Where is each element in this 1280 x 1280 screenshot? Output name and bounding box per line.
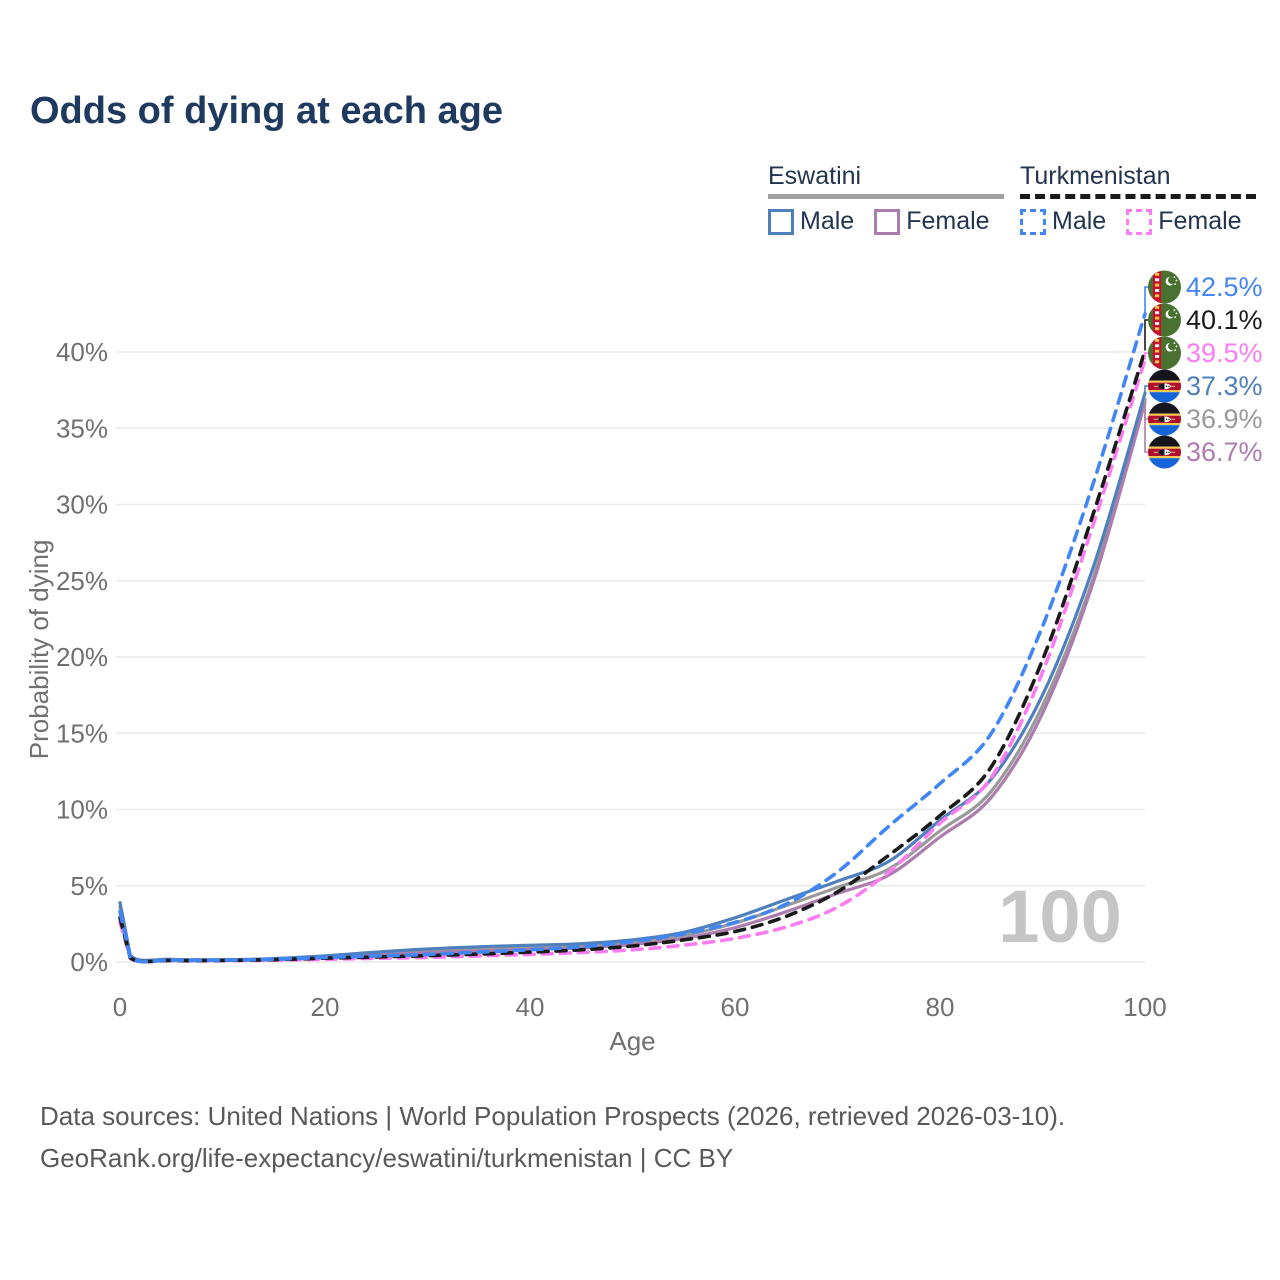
legend-eswatini-underline [768,194,1004,199]
end-label-connector [1144,286,1149,314]
y-tick-label: 25% [56,566,108,596]
end-label-turkmenistan-female[interactable]: 39.5% [1186,338,1263,368]
eswatini-flag-icon [1148,436,1181,469]
page-title: Odds of dying at each age [30,90,503,132]
end-label-turkmenistan-both[interactable]: 40.1% [1186,305,1263,335]
end-label-connector [1144,402,1149,453]
turkmenistan-female-label[interactable]: Female [1158,207,1242,235]
gridlines [116,351,1145,963]
turkmenistan-female-swatch-icon[interactable] [1126,208,1153,235]
footer-data-sources: Data sources: United Nations | World Pop… [40,1101,1066,1131]
end-label-eswatini-male[interactable]: 37.3% [1186,371,1263,401]
x-tick-label: 80 [926,992,955,1022]
end-label-eswatini-both[interactable]: 36.9% [1186,404,1263,434]
series-line-eswatini-female[interactable] [118,400,1147,963]
y-tick-label: 30% [56,490,108,520]
eswatini-female-label[interactable]: Female [906,207,990,235]
y-tick-label: 15% [56,718,108,748]
x-tick-label: 60 [721,992,750,1022]
x-axis-title: Age [609,1026,655,1056]
end-label-connector [1144,385,1149,394]
turkmenistan-male-swatch-icon[interactable] [1020,208,1046,235]
legend-eswatini-title[interactable]: Eswatini [768,162,862,190]
end-label-connector [1144,319,1149,351]
turkmenistan-flag-icon [1148,271,1181,304]
y-tick-label: 40% [56,337,108,367]
eswatini-flag-icon [1148,370,1181,403]
end-label-connector [1144,352,1149,360]
footer-attribution: GeoRank.org/life-expectancy/eswatini/tur… [40,1143,734,1173]
turkmenistan-flag-icon [1148,304,1181,337]
turkmenistan-flag-icon [1148,337,1181,370]
x-tick-label: 100 [1123,992,1166,1022]
legend-turkmenistan: Turkmenistan Male Female [1020,162,1256,236]
legend-eswatini: Eswatini Male Female [768,162,1004,236]
series-line-turkmenistan-male[interactable] [118,312,1147,964]
eswatini-male-swatch-icon[interactable] [768,208,794,235]
y-tick-label: 35% [56,413,108,443]
eswatini-female-swatch-icon[interactable] [874,208,901,235]
x-tick-label: 20 [311,992,340,1022]
legend-turkmenistan-underline [1020,194,1256,199]
y-tick-label: 20% [56,642,108,672]
series-line-eswatini-both[interactable] [118,397,1147,963]
y-tick-label: 5% [70,871,108,901]
eswatini-flag-icon [1148,403,1181,436]
series-lines [118,312,1147,964]
end-label-eswatini-female[interactable]: 36.7% [1186,437,1263,467]
series-line-turkmenistan-both[interactable] [118,348,1147,964]
turkmenistan-male-label[interactable]: Male [1052,207,1107,235]
y-tick-label: 0% [70,947,108,977]
end-label-turkmenistan-male[interactable]: 42.5% [1186,272,1263,302]
eswatini-male-label[interactable]: Male [800,207,855,235]
end-labels: 42.5%40.1%39.5%37.3%36.9%36.7% [1144,271,1263,469]
x-tick-label: 40 [516,992,545,1022]
x-tick-label: 0 [113,992,127,1022]
legend-turkmenistan-title[interactable]: Turkmenistan [1020,162,1171,190]
y-tick-label: 10% [56,795,108,825]
watermark-100: 100 [998,875,1121,958]
series-line-eswatini-male[interactable] [118,391,1147,963]
series-line-turkmenistan-female[interactable] [118,357,1147,964]
axis-labels: 0% 5% 10% 15% 20% 25% 30% 35% 40% 0 20 40 60 80 100 Age… [24,337,1167,1056]
y-axis-title: Probability of dying [24,540,54,760]
